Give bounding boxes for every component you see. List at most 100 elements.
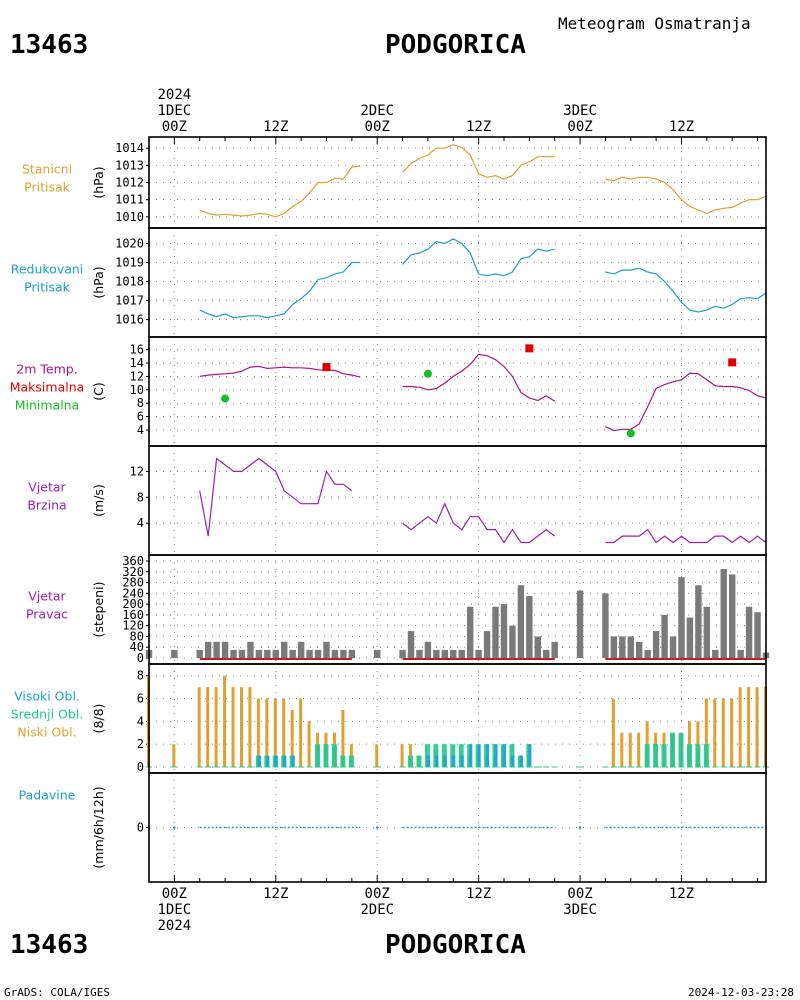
direction-bar	[720, 569, 727, 658]
cloud-bar-high	[469, 744, 473, 767]
direction-bar	[745, 606, 753, 658]
y-tick-label: 240	[122, 586, 144, 600]
direction-bar	[441, 649, 449, 658]
y-tick-label: 40	[130, 640, 144, 654]
direction-bar	[399, 649, 406, 658]
cloud-bar-low	[248, 687, 252, 767]
y-tick-label: 360	[122, 554, 144, 568]
tmin-marker	[221, 394, 230, 403]
header-subtitle: Meteogram Osmatranja	[558, 14, 751, 33]
cloud-bar-high	[452, 755, 456, 767]
direction-bar	[728, 574, 736, 658]
panel-label: Niski Obl.	[17, 725, 76, 740]
y-tick-label: 1016	[115, 313, 144, 327]
series-line	[402, 353, 556, 402]
time-label-bottom: 12Z	[669, 886, 694, 902]
cloud-bar-mid	[695, 744, 701, 767]
direction-bar	[543, 649, 550, 658]
time-label-top: 12Z	[466, 119, 491, 135]
time-label-bottom: 12Z	[466, 886, 491, 902]
direction-bar	[636, 641, 643, 658]
cloud-bar-high	[511, 755, 515, 767]
cloud-bar-mid	[331, 744, 337, 767]
time-label-bottom: 2024	[157, 918, 191, 934]
direction-bar	[602, 593, 609, 658]
direction-bar	[407, 631, 415, 658]
precip-dot	[375, 826, 379, 829]
panel-label: Brzina	[27, 498, 66, 513]
panel-wind_speed: 4 8 12 (m/s) Vjetar Brzina	[27, 445, 767, 556]
cloud-bar-low	[206, 687, 210, 767]
y-tick-label: 1020	[115, 237, 144, 251]
panel-label: Stanicni	[22, 162, 72, 177]
panel-label: Vjetar	[28, 589, 66, 604]
series-line	[199, 165, 361, 218]
cloud-bar-low	[341, 709, 345, 767]
series-line	[199, 457, 353, 537]
time-label-bottom: 00Z	[567, 886, 592, 902]
y-tick-label: 160	[122, 608, 144, 622]
y-tick-label: 16	[130, 343, 144, 357]
direction-bar	[196, 649, 203, 658]
direction-bar	[652, 631, 660, 658]
panel-label: Srednji Obl.	[11, 707, 84, 722]
direction-bar	[475, 649, 482, 658]
footer-station-id: 13463	[10, 930, 89, 960]
y-tick-label: 1018	[115, 275, 144, 289]
direction-bar	[264, 649, 271, 658]
direction-bar	[492, 606, 499, 658]
direction-bar	[644, 649, 651, 658]
direction-bar	[272, 649, 279, 658]
cloud-bar-high	[460, 755, 464, 767]
direction-bar	[576, 590, 584, 658]
direction-bar	[695, 585, 702, 658]
time-label-top: 3DEC	[563, 103, 597, 119]
cloud-bar-high	[519, 755, 523, 767]
series-line	[605, 176, 767, 215]
time-label-top: 00Z	[365, 119, 390, 135]
time-label-bottom: 12Z	[263, 886, 288, 902]
panel-label: Redukovani	[11, 262, 84, 277]
direction-bar	[661, 614, 668, 658]
direction-bar	[509, 625, 516, 658]
precip-dot	[578, 826, 582, 829]
y-tick-label: 320	[122, 565, 144, 579]
cloud-bar-mid	[686, 744, 692, 767]
direction-bar	[323, 641, 330, 658]
y-tick-label: 280	[122, 576, 144, 590]
panel-label: Pritisak	[24, 180, 70, 195]
cloud-bar-high	[426, 755, 430, 767]
tmax-marker	[525, 344, 534, 353]
cloud-bar-low	[400, 744, 404, 767]
direction-bar	[348, 649, 356, 658]
panel-label: Pritisak	[24, 280, 70, 295]
time-label-top: 2024	[157, 87, 191, 103]
panel-label: Maksimalna	[10, 380, 85, 395]
cloud-bar-low	[713, 698, 717, 767]
cloud-bar-mid	[416, 755, 422, 767]
cloud-bar-high	[486, 744, 490, 767]
time-label-bottom: 00Z	[365, 886, 390, 902]
y-tick-label: 0	[137, 760, 144, 774]
cloud-bar-low	[704, 698, 708, 767]
cloud-bar-high	[435, 755, 439, 767]
direction-bar	[450, 649, 457, 658]
direction-bar	[551, 641, 558, 658]
cloud-bar-high	[502, 744, 506, 767]
y-tick-label: 0	[137, 651, 144, 665]
y-tick-label: 2	[137, 737, 144, 751]
cloud-bar-mid	[315, 744, 321, 767]
cloud-bar-low	[628, 732, 632, 767]
y-tick-label: 1014	[115, 141, 144, 155]
y-tick-label: 10	[130, 383, 144, 397]
series-line	[199, 365, 361, 378]
time-label-top: 1DEC	[157, 103, 191, 119]
y-tick-label: 80	[130, 629, 144, 643]
direction-bar	[712, 649, 719, 658]
direction-bar	[754, 612, 761, 658]
direction-bar	[230, 649, 237, 658]
cloud-bar-low	[282, 698, 286, 767]
direction-bar	[433, 649, 440, 658]
direction-bar	[314, 649, 322, 658]
